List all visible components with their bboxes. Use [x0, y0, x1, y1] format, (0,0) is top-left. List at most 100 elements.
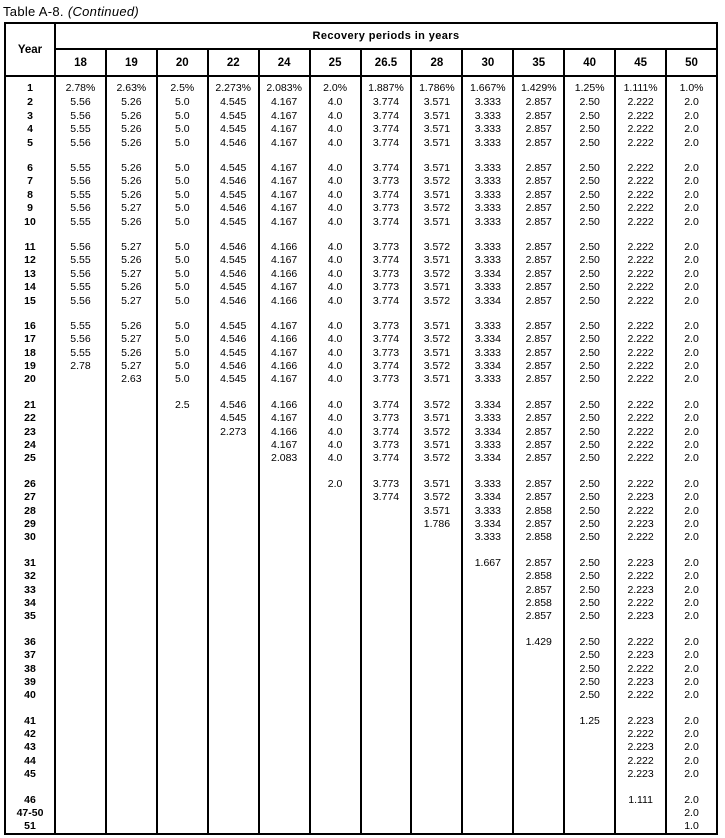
spacer-cell: [359, 465, 413, 478]
value-cell: 4.0: [308, 438, 362, 452]
value-cell: 4.546: [206, 359, 260, 374]
value-cell: [104, 741, 158, 755]
value-cell: 2.50: [563, 373, 617, 387]
value-cell: 2.083%: [257, 76, 311, 96]
value-cell: [104, 504, 158, 518]
year-cell: 46: [4, 793, 56, 807]
value-cell: 5.56: [54, 201, 107, 216]
value-cell: [54, 793, 107, 807]
value-cell: 5.56: [54, 174, 107, 189]
value-cell: 4.545: [206, 411, 260, 426]
spacer-cell: [257, 307, 311, 320]
group-spacer-row: [4, 702, 718, 715]
group-spacer-row: [4, 465, 718, 478]
value-cell: 4.167: [257, 373, 311, 387]
value-cell: [104, 727, 158, 742]
value-cell: 1.786%: [410, 76, 464, 96]
value-cell: 3.333: [461, 136, 515, 150]
value-cell: 3.773: [359, 373, 413, 387]
spacer-cell: [665, 307, 718, 320]
value-cell: [257, 741, 311, 755]
table-row: 46 1.111 2.0: [4, 793, 718, 807]
value-cell: 2.857: [512, 477, 566, 491]
value-cell: 3.333: [461, 174, 515, 189]
spacer-cell: [4, 228, 56, 241]
value-cell: 2.0: [665, 688, 718, 703]
spacer-cell: [461, 702, 515, 715]
value-cell: 3.333: [461, 96, 515, 110]
value-cell: [410, 662, 464, 676]
value-cell: 5.56: [54, 136, 107, 150]
value-cell: 4.167: [257, 188, 311, 202]
spacer-cell: [410, 465, 464, 478]
value-cell: [512, 819, 566, 835]
value-cell: 3.774: [359, 122, 413, 137]
value-cell: 3.774: [359, 161, 413, 175]
value-cell: [359, 583, 413, 597]
value-cell: [461, 688, 515, 703]
value-cell: 5.56: [54, 294, 107, 308]
value-cell: [155, 635, 209, 649]
value-cell: 5.0: [155, 174, 209, 189]
value-cell: [155, 569, 209, 584]
value-cell: [257, 530, 311, 545]
value-cell: 4.546: [206, 174, 260, 189]
value-cell: [104, 569, 158, 584]
value-cell: 5.0: [155, 136, 209, 150]
value-cell: 3.334: [461, 398, 515, 412]
value-cell: 2.50: [563, 201, 617, 216]
value-cell: 5.55: [54, 280, 107, 295]
spacer-cell: [54, 544, 107, 557]
value-cell: [104, 438, 158, 452]
value-cell: 2.222: [614, 438, 668, 452]
year-cell: 13: [4, 267, 56, 281]
spacer-cell: [308, 228, 362, 241]
value-cell: 3.333: [461, 109, 515, 123]
value-cell: 2.857: [512, 253, 566, 268]
value-cell: 2.857: [512, 201, 566, 216]
value-cell: 2.0: [665, 754, 718, 768]
value-cell: 4.0: [308, 411, 362, 426]
value-cell: 4.0: [308, 267, 362, 281]
value-cell: 2.0: [665, 359, 718, 374]
value-cell: 4.546: [206, 294, 260, 308]
value-cell: 2.222: [614, 174, 668, 189]
table-row: 38 2.50 2.222 2.0: [4, 662, 718, 676]
value-cell: 2.222: [614, 332, 668, 347]
value-cell: 2.0: [665, 122, 718, 137]
value-cell: 2.0: [665, 727, 718, 742]
table-row: 27 3.774 3.572 3.334 2.857 2.50 2.223 2.0: [4, 490, 718, 505]
spacer-cell: [410, 386, 464, 399]
spacer-cell: [665, 544, 718, 557]
value-cell: [308, 517, 362, 531]
value-cell: [54, 438, 107, 452]
value-cell: 2.222: [614, 451, 668, 466]
value-cell: 3.571: [410, 161, 464, 175]
value-cell: 2.222: [614, 253, 668, 268]
value-cell: [257, 504, 311, 518]
value-cell: 5.55: [54, 122, 107, 137]
value-cell: 3.333: [461, 240, 515, 254]
spacer-cell: [4, 544, 56, 557]
value-cell: 4.545: [206, 161, 260, 175]
spacer-cell: [563, 307, 617, 320]
value-cell: [461, 648, 515, 663]
spacer-cell: [54, 386, 107, 399]
value-cell: 2.0: [665, 188, 718, 202]
value-cell: [461, 675, 515, 689]
value-cell: 2.223: [614, 556, 668, 570]
spacer-cell: [155, 702, 209, 715]
value-cell: 2.857: [512, 346, 566, 360]
value-cell: 2.222: [614, 754, 668, 768]
value-cell: 4.546: [206, 398, 260, 412]
value-cell: 2.857: [512, 517, 566, 531]
value-cell: [257, 609, 311, 624]
table-row: 2 5.56 5.26 5.0 4.545 4.167 4.0 3.774 3.571 3.333…: [4, 96, 718, 110]
table-row: 45 2.223 2.0: [4, 767, 718, 782]
value-cell: 2.857: [512, 451, 566, 466]
value-cell: 2.857: [512, 609, 566, 624]
value-cell: 5.27: [104, 267, 158, 281]
value-cell: 4.545: [206, 373, 260, 387]
table-title: Table A-8. (Continued): [3, 4, 139, 19]
value-cell: [54, 675, 107, 689]
